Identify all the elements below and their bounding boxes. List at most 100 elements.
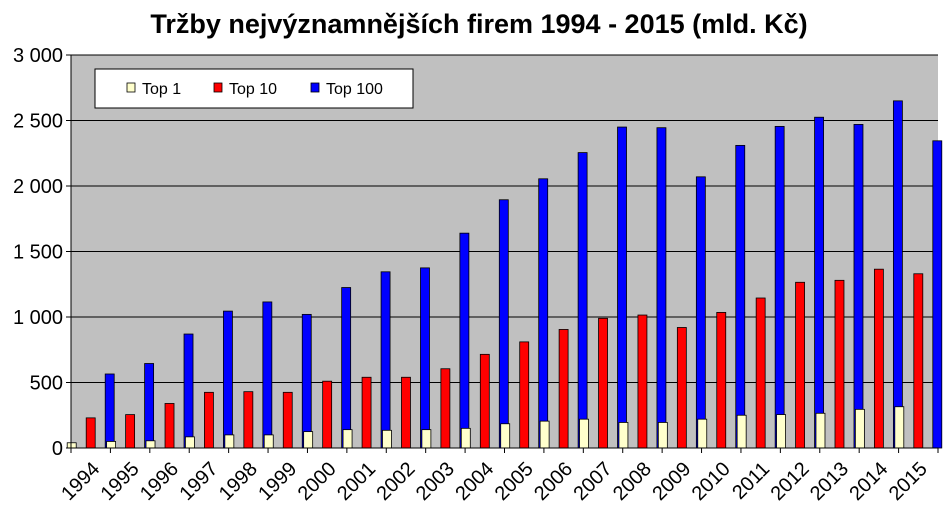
bar-top-1 (263, 434, 274, 449)
bar-top-10 (204, 391, 214, 449)
y-tick-label: 1 000 (13, 307, 63, 329)
bar-top-1 (776, 414, 786, 449)
bar-top-1 (421, 429, 432, 449)
x-tick-label: 2004 (451, 458, 498, 505)
bar-top-10 (440, 368, 451, 449)
bar-top-1 (185, 436, 195, 449)
bar-top-100 (774, 125, 785, 449)
x-tick-label: 2001 (333, 458, 380, 505)
legend-swatch-top-1 (126, 82, 136, 93)
x-tick-label: 2008 (609, 458, 656, 505)
bar-top-1 (618, 422, 629, 449)
bar-top-100 (420, 267, 430, 449)
legend-box (94, 68, 414, 109)
bar-top-10 (637, 314, 648, 449)
legend-swatch-top-10 (213, 82, 223, 93)
bar-top-10 (873, 268, 884, 449)
bar-top-100 (183, 333, 194, 449)
bar-top-10 (401, 376, 411, 449)
bar-top-1 (697, 418, 708, 449)
x-tick-label: 2009 (648, 458, 695, 505)
y-axis-ticks: 0 500 1 000 1 500 2 000 2 500 3 000 (13, 45, 71, 460)
bar-top-10 (755, 297, 766, 449)
bar-top-100 (144, 363, 155, 449)
x-tick-label: 1999 (254, 458, 301, 505)
bar-top-10 (282, 391, 293, 449)
legend-label-top-10: Top 10 (229, 81, 277, 98)
bar-top-10 (795, 281, 805, 449)
y-tick-label: 3 000 (13, 45, 63, 67)
bar-top-10 (676, 327, 687, 449)
x-tick-label: 1997 (175, 458, 222, 505)
y-tick-label: 1 500 (13, 242, 63, 264)
x-tick-label: 1998 (215, 458, 262, 505)
legend-swatch-top-100 (310, 82, 320, 93)
bar-top-100 (617, 126, 627, 449)
bar-top-100 (301, 313, 312, 449)
bar-top-10 (322, 380, 333, 449)
bar-top-10 (164, 403, 175, 449)
bar-top-1 (382, 429, 392, 449)
bar-top-1 (854, 408, 865, 449)
bar-top-10 (361, 376, 372, 449)
x-tick-label: 2005 (491, 458, 538, 505)
bar-top-1 (579, 418, 589, 449)
bar-top-100 (498, 199, 509, 449)
x-tick-label: 2002 (372, 458, 419, 505)
bar-top-1 (66, 442, 77, 449)
bar-top-100 (341, 287, 352, 449)
bar-top-10 (716, 312, 727, 449)
bar-top-100 (814, 116, 824, 449)
y-tick-label: 2 000 (13, 176, 63, 198)
bar-top-10 (125, 414, 136, 449)
legend-label-top-1: Top 1 (142, 81, 181, 98)
x-tick-label: 2006 (530, 458, 577, 505)
bar-top-100 (892, 100, 903, 449)
bar-top-1 (736, 414, 747, 449)
bar-top-10 (519, 341, 530, 449)
bar-top-1 (815, 412, 826, 449)
x-tick-label: 1995 (97, 458, 144, 505)
bar-top-1 (303, 431, 314, 449)
x-tick-label: 2013 (806, 458, 853, 505)
bar-top-100 (104, 373, 115, 449)
x-tick-label: 2003 (412, 458, 459, 505)
bar-top-10 (598, 317, 608, 449)
x-tick-label: 2012 (767, 458, 814, 505)
x-tick-label: 2010 (688, 458, 735, 505)
bars (66, 100, 943, 449)
y-tick-label: 2 500 (13, 111, 63, 133)
bar-top-100 (380, 271, 391, 449)
bar-top-1 (894, 406, 905, 449)
bar-top-100 (538, 178, 549, 449)
bar-top-10 (243, 391, 254, 449)
bar-top-1 (539, 420, 550, 449)
x-tick-label: 2011 (728, 458, 774, 504)
x-tick-label: 2000 (294, 458, 341, 505)
bar-top-1 (500, 423, 511, 449)
x-tick-label: 2007 (570, 458, 617, 505)
legend-label-top-100: Top 100 (326, 81, 383, 98)
bar-top-10 (479, 353, 490, 449)
bar-top-100 (262, 301, 273, 449)
bar-top-1 (657, 422, 668, 449)
bar-top-1 (106, 441, 117, 449)
y-tick-label: 500 (30, 373, 63, 395)
bar-top-100 (223, 310, 233, 449)
x-axis-ticks: 1994199519961997199819992000200120022003… (57, 448, 939, 505)
x-tick-label: 2015 (885, 458, 932, 505)
x-tick-label: 1994 (57, 458, 104, 505)
bar-top-10 (85, 417, 96, 449)
bar-top-1 (342, 429, 353, 449)
bar-top-100 (459, 232, 470, 449)
bar-top-100 (932, 140, 943, 449)
x-tick-label: 1996 (136, 458, 183, 505)
bar-top-100 (656, 127, 667, 449)
bar-top-100 (695, 176, 706, 449)
y-tick-label: 0 (52, 438, 63, 460)
bar-top-10 (558, 329, 569, 449)
bar-top-1 (145, 440, 156, 449)
chart-title: Tržby nejvýznamnějších firem 1994 - 2015… (150, 9, 807, 39)
bar-top-10 (834, 279, 845, 449)
